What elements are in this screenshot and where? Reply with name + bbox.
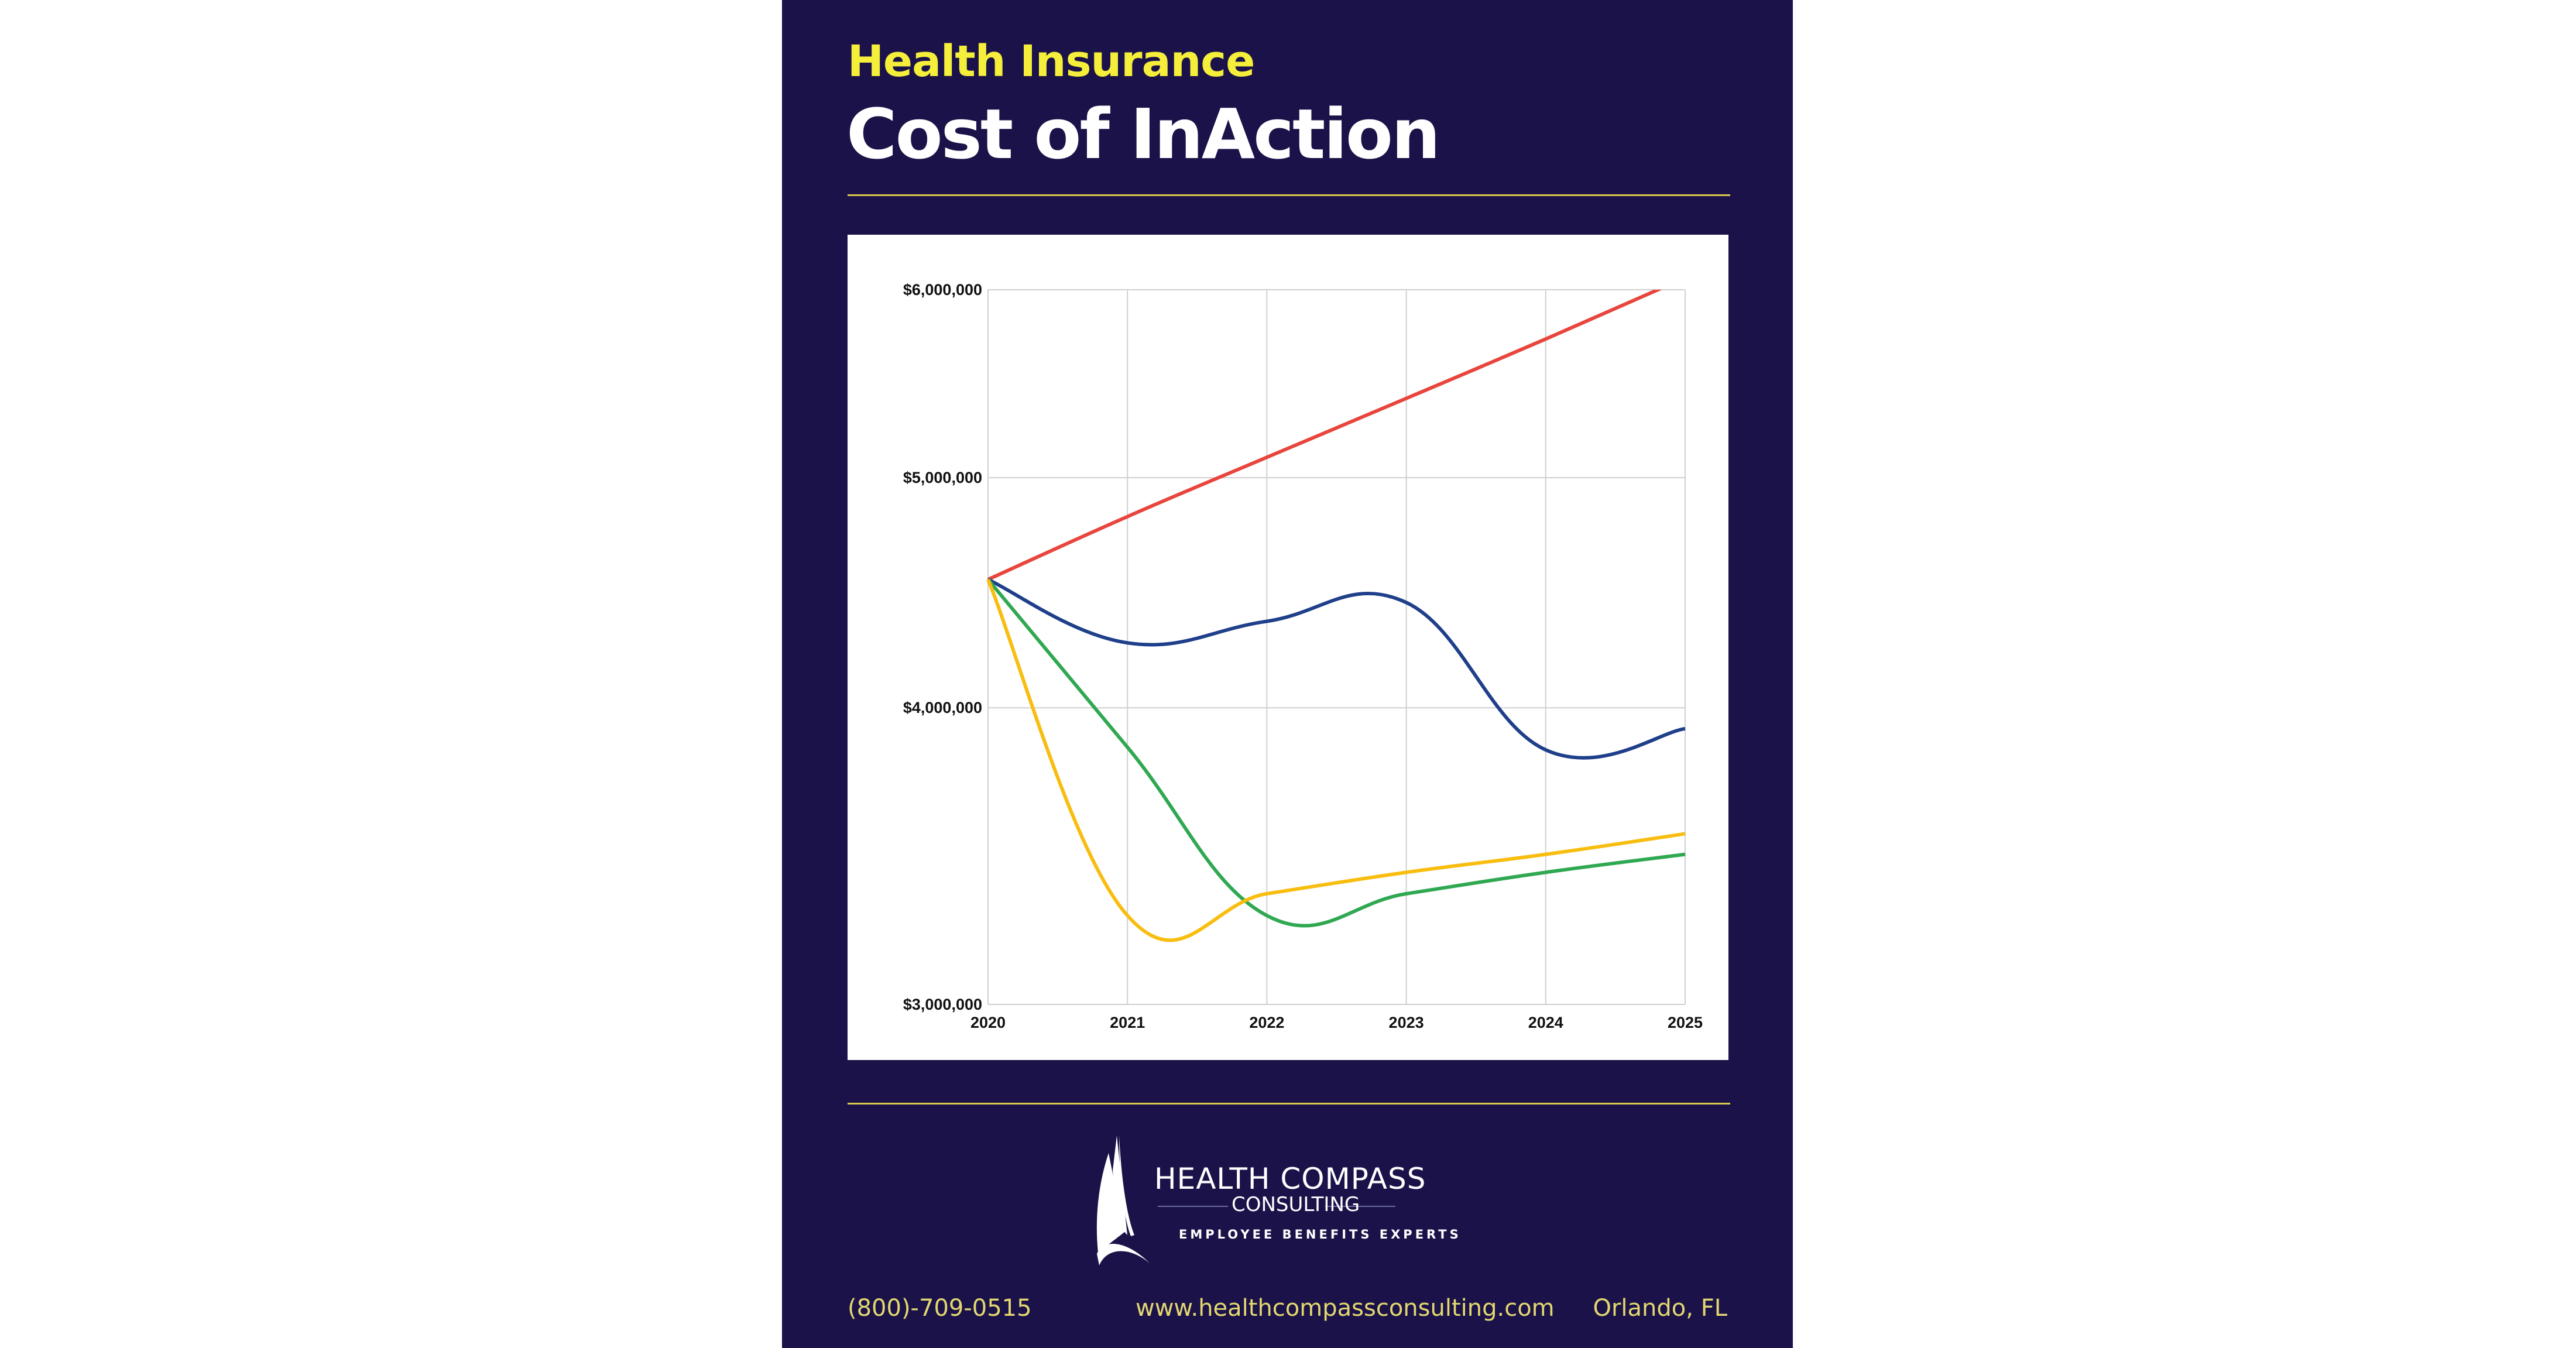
line-chart: $3,000,000 $4,000,000 $5,000,000 $6,000,000…: [903, 281, 1703, 1031]
series-line-moderate-change: [986, 578, 1686, 928]
company-logo: HEALTH COMPASS CONSULTING EMPLOYEE BENEF…: [1081, 1130, 1502, 1270]
y-tick-label: $3,000,000: [903, 996, 982, 1013]
x-tick-label: 2020: [970, 1014, 1006, 1031]
logo-line-right: [1325, 1206, 1395, 1207]
logo-name: HEALTH COMPASS: [1154, 1162, 1426, 1196]
y-tick-label: $4,000,000: [903, 699, 982, 716]
y-tick-label: $5,000,000: [903, 469, 982, 486]
footer-location: Orlando, FL: [1593, 1295, 1728, 1322]
sailboat-icon: [1096, 1136, 1150, 1265]
series-line-no-change: [987, 290, 1663, 581]
x-tick-label: 2022: [1249, 1014, 1284, 1031]
chart-container: $3,000,000 $4,000,000 $5,000,000 $6,000,000…: [848, 235, 1728, 1060]
logo-line-left: [1158, 1206, 1228, 1207]
top-divider: [848, 194, 1730, 196]
flyer-panel: Health Insurance Cost of InAction $3,000…: [782, 0, 1793, 1348]
footer-phone[interactable]: (800)-709-0515: [848, 1295, 1032, 1322]
x-tick-label: 2023: [1389, 1014, 1424, 1031]
subtitle: Health Insurance: [848, 36, 1255, 87]
footer-website[interactable]: www.healthcompassconsulting.com: [1136, 1295, 1555, 1322]
y-tick-label: $6,000,000: [903, 281, 982, 299]
logo-sub: CONSULTING: [1232, 1193, 1360, 1216]
x-tick-label: 2025: [1668, 1014, 1703, 1031]
series-line-aggressive-change: [986, 578, 1686, 942]
logo-tagline: EMPLOYEE BENEFITS EXPERTS: [1179, 1227, 1462, 1241]
bottom-divider: [848, 1103, 1730, 1105]
page-title: Cost of InAction: [846, 94, 1440, 174]
x-tick-label: 2024: [1528, 1014, 1563, 1031]
x-tick-label: 2021: [1110, 1014, 1145, 1031]
series-line-slow-change: [987, 578, 1686, 760]
